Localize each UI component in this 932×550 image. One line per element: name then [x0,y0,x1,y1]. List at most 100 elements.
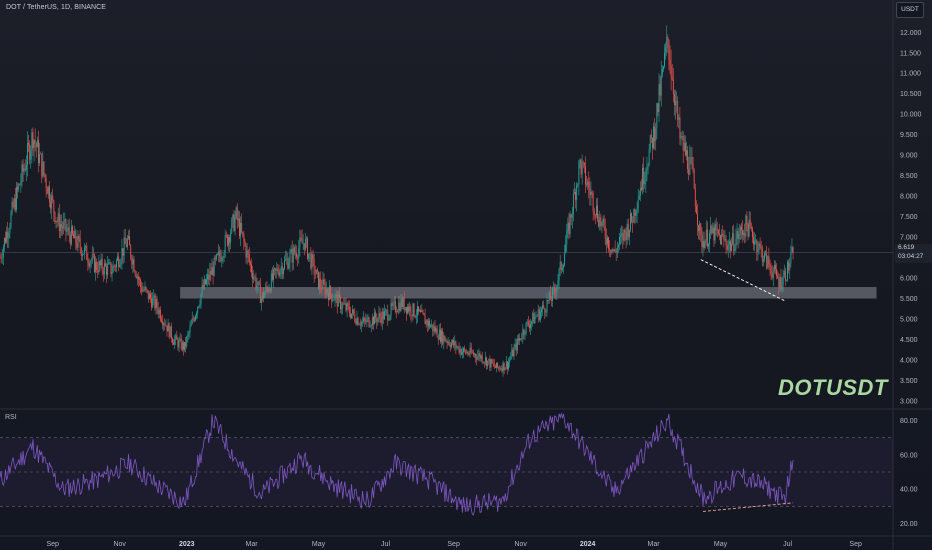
price-trendline [700,259,785,301]
candle-body [628,229,630,238]
candle [580,158,582,179]
candle [787,259,789,283]
candle [727,239,729,258]
candle-body [94,254,95,272]
candle [519,333,520,346]
candle-body [779,276,781,287]
candle [200,293,202,309]
candle-body [280,266,282,271]
candle [565,235,567,254]
candle-body [193,319,195,321]
candle-body [567,222,569,231]
candle [641,179,642,192]
candle [757,241,759,261]
candle [259,277,261,304]
candle-body [28,143,30,145]
candle-body [789,263,791,271]
candle [438,324,440,341]
candle [769,259,771,276]
candle [553,281,555,295]
candle [515,338,517,357]
candle-body [197,307,199,314]
candle-body [58,213,60,232]
candle-body [700,223,702,236]
candle [67,219,69,236]
candle-body [528,325,530,329]
candle [627,218,629,241]
candle-body [583,162,585,166]
candle-body [497,362,499,368]
candle-body [373,317,374,325]
candle [192,315,194,323]
time-tick-label: Nov [514,541,527,548]
candle-body [148,293,150,300]
candle-body [334,295,336,301]
candle-body [55,220,57,222]
candle-body [170,326,172,339]
candle-body [468,354,470,355]
candle [547,299,549,304]
candle-body [622,233,624,241]
candle [716,222,718,238]
candle-body [39,154,40,164]
candle [273,264,274,289]
price-tick-label: 8.500 [900,173,918,180]
candle-body [337,294,339,307]
candle [382,308,384,324]
candle [217,253,218,256]
candle-body [159,309,161,320]
candle [549,285,551,301]
candle [311,251,313,276]
candle-body [493,363,495,367]
candle [507,361,508,375]
candle-body [773,265,775,272]
candle-body [733,233,735,251]
candle [493,359,495,369]
candle [523,328,525,340]
candle [25,155,27,181]
candle [593,207,595,220]
candle-body [513,347,515,357]
candle [472,349,474,358]
candle [239,211,240,240]
candle [471,349,473,354]
candle [491,358,493,365]
candle [43,161,45,178]
candle-body [593,211,595,215]
candle-body [533,313,535,324]
candle [474,352,475,358]
candle-body [454,341,456,346]
candle [613,248,615,253]
candle [225,231,227,238]
support-zone-layer [180,287,877,299]
candle [742,220,743,243]
candle [480,354,482,362]
candle [366,314,368,328]
candle [18,182,20,193]
candle [711,224,713,236]
candle [681,130,683,141]
candle [572,188,574,222]
candle-body [98,261,100,273]
candle-body [407,306,408,314]
candle-body [532,313,534,321]
candle [74,225,76,239]
candle [19,183,21,186]
candle [555,283,557,300]
candle-body [686,150,687,156]
candle-body [414,315,416,318]
candle [422,308,424,315]
candle-body [478,353,480,356]
candle-body [405,307,407,314]
candle [391,298,393,311]
candle-body [606,237,608,245]
candle-body [319,278,321,289]
candle-body [738,233,740,240]
candle [110,261,112,278]
candle-body [288,263,290,269]
candle [537,304,539,323]
candle [106,262,107,284]
currency-button[interactable]: USDT [896,2,924,18]
candle [721,229,723,246]
